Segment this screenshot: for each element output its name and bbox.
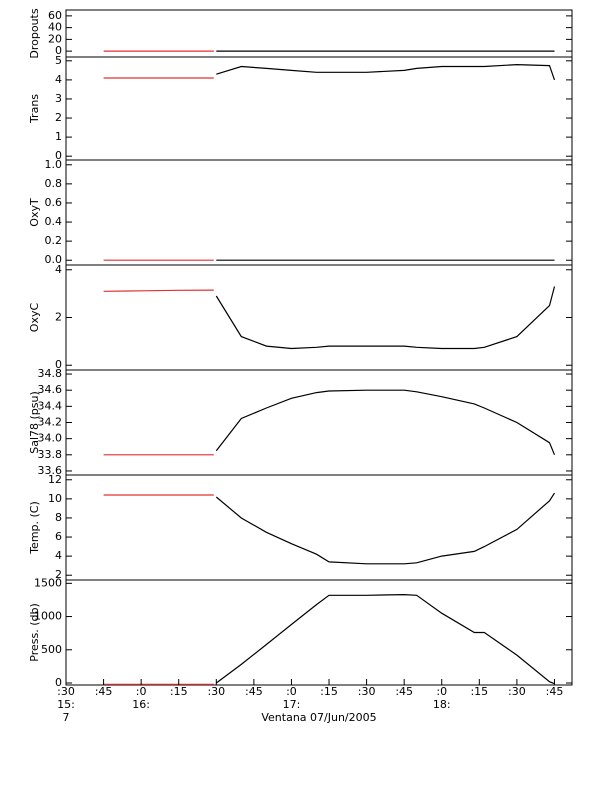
y-tick-label: 5: [55, 54, 62, 67]
x-tick-label: :30: [57, 685, 75, 698]
y-axis-label: OxyT: [28, 198, 41, 227]
x-tick-label: :15: [170, 685, 188, 698]
y-tick-label: 33.8: [38, 448, 63, 461]
x-hour-label: 18:: [433, 698, 451, 711]
y-tick-label: 1: [55, 130, 62, 143]
y-tick-label: 34.2: [38, 416, 63, 429]
y-tick-label: 40: [48, 21, 62, 34]
x-tick-label: :15: [470, 685, 488, 698]
x-tick-label: :45: [395, 685, 413, 698]
x-tick-label: :45: [546, 685, 564, 698]
y-axis-label: Dropouts: [28, 8, 41, 58]
panel-frame: [65, 369, 573, 476]
y-axis-label: Sal78 (psu): [28, 391, 41, 454]
panel-frame: [65, 579, 573, 686]
y-tick-label: 0.4: [45, 215, 63, 228]
panel-frame: [65, 264, 573, 371]
y-tick-label: 10: [48, 492, 62, 505]
data-line: [103, 289, 214, 292]
y-tick-label: 2: [55, 311, 62, 324]
y-tick-label: 3: [55, 92, 62, 105]
data-line: [215, 593, 555, 685]
y-axis-label: Trans: [28, 94, 41, 124]
y-tick-label: 0: [55, 44, 62, 57]
x-day-label: 7: [63, 711, 70, 724]
panel-frame: [65, 159, 573, 266]
y-tick-label: 0.0: [45, 253, 63, 266]
x-tick-label: :45: [245, 685, 263, 698]
x-tick-label: :45: [95, 685, 113, 698]
y-tick-label: 0.2: [45, 234, 63, 247]
data-line: [215, 492, 556, 565]
x-tick-label: :30: [508, 685, 526, 698]
y-tick-label: 1000: [34, 610, 62, 623]
panel-frame: [65, 474, 573, 581]
y-axis-label: OxyC: [28, 303, 41, 333]
y-tick-label: 34.4: [38, 399, 63, 412]
y-axis-label: Temp. (C): [28, 501, 41, 555]
y-tick-label: 0.8: [45, 177, 63, 190]
y-tick-label: 60: [48, 9, 62, 22]
x-hour-label: 15:: [57, 698, 75, 711]
x-hour-label: 16:: [132, 698, 150, 711]
y-tick-label: 34.0: [38, 432, 63, 445]
y-tick-label: 12: [48, 473, 62, 486]
x-tick-label: :30: [358, 685, 376, 698]
y-tick-label: 1.0: [45, 158, 63, 171]
y-tick-label: 1500: [34, 576, 62, 589]
y-tick-label: 20: [48, 32, 62, 45]
data-line: [215, 286, 556, 350]
x-hour-label: 17:: [283, 698, 301, 711]
data-line: [215, 389, 556, 456]
data-line: [216, 63, 556, 81]
y-tick-label: 2: [55, 111, 62, 124]
x-axis-label: Ventana 07/Jun/2005: [261, 711, 376, 724]
y-tick-label: 4: [55, 263, 62, 276]
x-tick-label: :0: [286, 685, 297, 698]
y-tick-label: 2: [55, 568, 62, 581]
y-tick-label: 8: [55, 511, 62, 524]
y-tick-label: 0: [55, 358, 62, 371]
y-tick-label: 0: [55, 676, 62, 689]
y-tick-label: 33.6: [38, 464, 63, 477]
x-tick-label: :15: [320, 685, 338, 698]
x-tick-label: :30: [207, 685, 225, 698]
y-axis-label: Press. (db): [28, 603, 41, 662]
y-tick-label: 34.8: [38, 367, 63, 380]
panel-frame: [65, 9, 573, 58]
y-tick-label: 0.6: [45, 196, 63, 209]
y-tick-label: 34.6: [38, 383, 63, 396]
y-tick-label: 4: [55, 549, 62, 562]
y-tick-label: 0: [55, 149, 62, 162]
x-tick-label: :0: [436, 685, 447, 698]
y-tick-label: 4: [55, 73, 62, 86]
y-tick-label: 500: [41, 643, 62, 656]
y-tick-label: 6: [55, 530, 62, 543]
x-tick-label: :0: [136, 685, 147, 698]
